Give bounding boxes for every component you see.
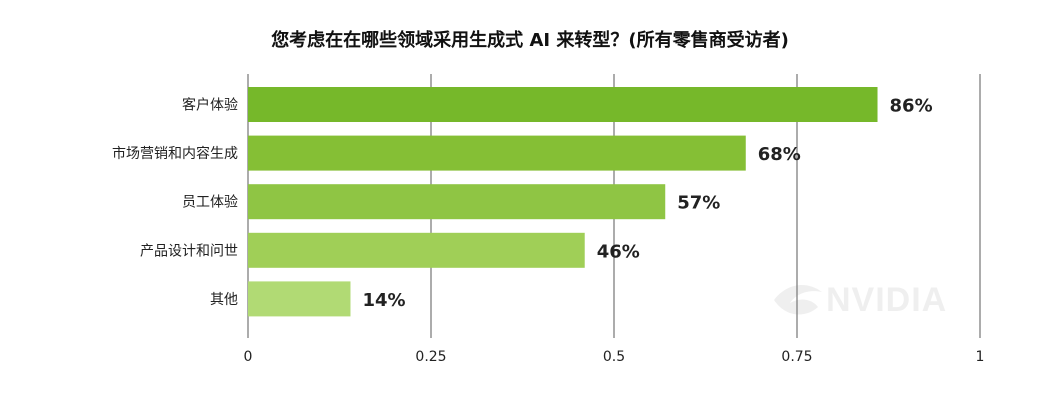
value-labels: 86% 68% 57% 46% 14% [362,96,932,311]
bar [248,232,585,268]
value-label: 14% [362,290,405,311]
category-label: 市场营销和内容生成 [112,145,238,162]
bar [248,184,666,220]
bar [248,281,351,317]
svg-text:NVIDIA: NVIDIA [826,281,947,319]
category-label: 其他 [210,292,238,308]
bars [248,87,878,317]
value-label: 46% [597,241,640,262]
value-label: 57% [677,193,720,214]
x-tick-label: 1 [976,349,985,365]
category-label: 产品设计和问世 [140,243,238,259]
bar [248,135,746,171]
x-tick-label: 0.75 [781,349,812,365]
x-tick-label: 0.5 [603,349,625,365]
value-label: 86% [890,96,933,117]
bar [248,87,878,122]
x-tick-labels: 0 0.25 0.5 0.75 1 [244,349,985,365]
x-tick-label: 0.25 [415,349,446,365]
chart-title: 您考虑在在哪些领域采用生成式 AI 来转型？(所有零售商受访者) [271,30,789,51]
category-label: 客户体验 [182,97,238,114]
category-label: 员工体验 [182,195,238,211]
value-label: 68% [758,144,801,165]
nvidia-watermark-logo: NVIDIA [774,281,947,319]
x-tick-label: 0 [244,349,253,365]
